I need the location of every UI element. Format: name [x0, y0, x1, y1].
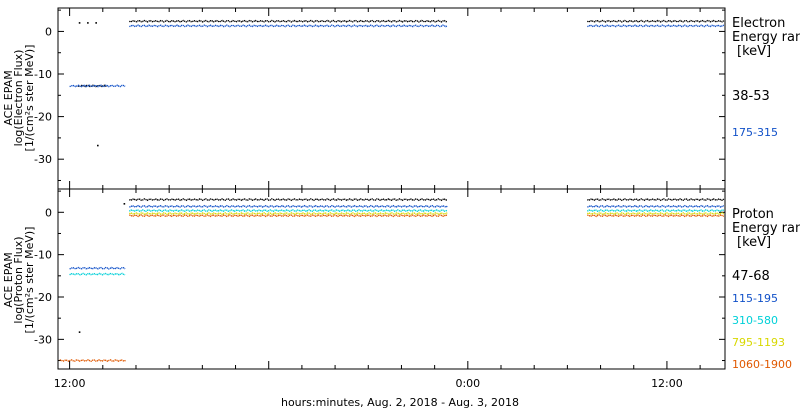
- y-tick-label: -10: [34, 68, 52, 81]
- data-point: [78, 331, 81, 333]
- series-segment: [69, 272, 126, 276]
- series-segment: [129, 204, 448, 208]
- proton-legend: Proton Energy ranges [keV] 47-68 115-195…: [732, 207, 800, 371]
- series-segment: [128, 209, 448, 213]
- data-point: [78, 22, 81, 24]
- data-point: [97, 144, 99, 147]
- data-point: [87, 22, 89, 24]
- proton-ylabel-line2: log(Proton Flux): [12, 236, 25, 323]
- series-segment: [586, 212, 725, 216]
- electron-ylabel-line1: ACE EPAM: [2, 70, 15, 125]
- y-tick-label: 0: [45, 25, 52, 38]
- electron-legend: Electron Energy ranges [keV] 38-53 175-3…: [732, 16, 800, 139]
- series-segment: [587, 198, 725, 202]
- proton-legend-entry: 115-195: [732, 292, 778, 305]
- electron-plot-area: 0 -10 -20 -30: [34, 9, 725, 181]
- series-segment: [587, 204, 725, 208]
- electron-legend-title-3: [keV]: [737, 44, 771, 59]
- x-tick-label: 0:00: [455, 377, 480, 390]
- y-tick-label: -20: [34, 291, 52, 304]
- proton-plot-area: 0 -10 -20 -30: [34, 190, 725, 362]
- data-point: [123, 203, 126, 205]
- series-segment: [69, 84, 126, 88]
- proton-y-axis-title: ACE EPAM log(Proton Flux) [1/(cm²s ster …: [2, 227, 36, 334]
- y-tick-label: -20: [34, 111, 52, 124]
- series-segment: [69, 266, 126, 270]
- proton-legend-entry: 1060-1900: [732, 358, 792, 371]
- x-axis-ticks: [69, 8, 701, 369]
- electron-legend-title-2: Energy ranges: [732, 30, 800, 45]
- proton-legend-entry: 310-580: [732, 314, 778, 327]
- series-segment: [586, 209, 724, 213]
- y-tick-label: 0: [45, 206, 52, 219]
- series-segment: [129, 19, 448, 23]
- electron-legend-entry: 38-53: [732, 89, 770, 104]
- proton-legend-title-3: [keV]: [737, 235, 771, 250]
- proton-ylabel-line3: [1/(cm²s ster MeV)]: [23, 227, 36, 334]
- electron-legend-title-1: Electron: [732, 16, 785, 31]
- data-point: [95, 22, 97, 24]
- proton-ylabel-line1: ACE EPAM: [2, 252, 15, 307]
- legend-clip: Electron Energy ranges [keV] 38-53 175-3…: [732, 16, 800, 371]
- y-tick-label: -30: [34, 333, 52, 346]
- electron-ylabel-line2: log(Electron Flux): [12, 50, 25, 147]
- series-segment: [587, 24, 725, 28]
- proton-legend-entry: 47-68: [732, 269, 770, 284]
- series-segment: [129, 214, 448, 218]
- proton-legend-entry: 795-1193: [732, 336, 785, 349]
- x-axis-label: hours:minutes, Aug. 2, 2018 - Aug. 3, 20…: [281, 396, 519, 409]
- proton-legend-title-2: Energy ranges: [732, 221, 800, 236]
- series-segment: [129, 198, 448, 202]
- y-tick-label: -30: [34, 153, 52, 166]
- series-segment: [128, 212, 448, 216]
- proton-panel-frame: [57, 188, 726, 370]
- x-tick-label: 12:00: [651, 377, 683, 390]
- y-tick-label: -10: [34, 249, 52, 262]
- electron-y-axis-title: ACE EPAM log(Electron Flux) [1/(cm²s ste…: [2, 45, 36, 152]
- series-segment: [587, 19, 725, 23]
- electron-legend-entry: 175-315: [732, 126, 778, 139]
- series-segment: [587, 214, 725, 218]
- electron-ylabel-line3: [1/(cm²s ster MeV)]: [23, 45, 36, 152]
- series-segment: [59, 358, 127, 362]
- x-tick-label: 12:00: [54, 377, 86, 390]
- series-segment: [129, 24, 448, 28]
- proton-legend-title-1: Proton: [732, 207, 774, 222]
